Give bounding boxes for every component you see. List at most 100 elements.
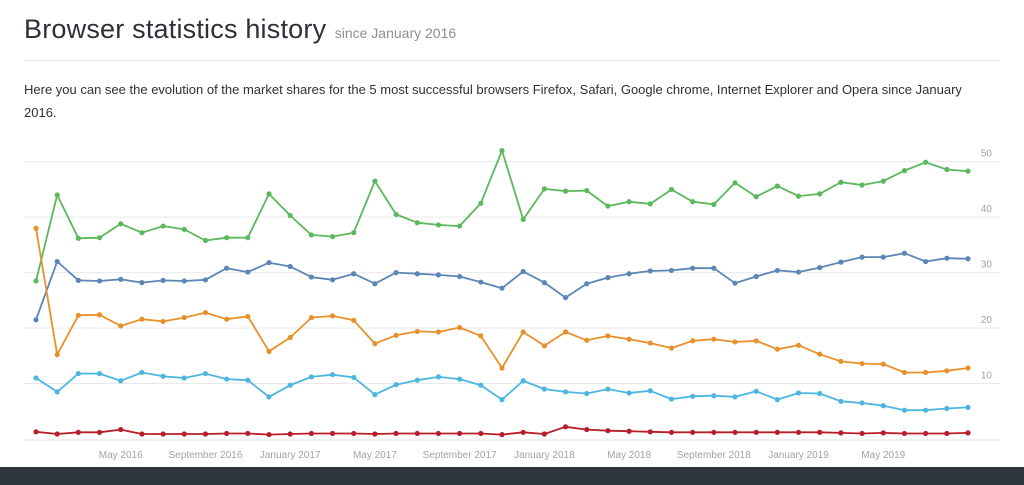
data-point-firefox [859,254,865,260]
data-point-opera [520,429,526,435]
data-point-firefox [520,268,526,275]
data-point-ie [393,382,399,388]
data-point-firefox [965,256,971,262]
data-point-chrome [160,223,166,229]
data-point-firefox [753,273,759,280]
x-tick-label: January 2019 [768,450,829,461]
series-line-chrome [35,149,969,282]
data-point-ie [944,405,950,412]
series-ie [33,369,971,413]
data-point-safari [181,314,187,321]
data-point-firefox [308,274,314,280]
data-point-ie [160,373,166,379]
data-point-ie [499,397,505,403]
data-point-ie [287,382,293,388]
data-point-opera [351,430,357,437]
data-point-ie [329,372,336,378]
data-point-safari [393,332,399,338]
data-point-firefox [880,254,886,260]
x-tick-label: September 2016 [168,450,242,461]
data-point-opera [647,429,653,435]
data-point-opera [54,431,60,437]
data-point-safari [372,341,378,347]
data-point-safari [520,329,526,335]
data-point-firefox [732,280,738,286]
data-point-ie [245,377,251,383]
data-point-chrome [393,211,399,218]
data-point-firefox [647,268,653,274]
x-tick-label: May 2017 [353,450,397,461]
data-point-chrome [457,223,463,229]
data-point-chrome [75,235,81,241]
data-point-chrome [838,179,844,185]
data-point-opera [562,424,569,430]
data-point-firefox [54,258,60,265]
data-point-chrome [224,235,230,241]
data-point-opera [160,431,166,437]
data-point-opera [118,426,124,433]
data-point-ie [817,390,823,397]
data-point-opera [605,428,611,434]
data-point-firefox [160,277,166,283]
data-point-opera [266,431,272,438]
x-tick-label: January 2018 [514,450,575,461]
data-point-chrome [54,192,60,198]
data-point-ie [308,374,314,380]
data-point-opera [753,429,759,435]
data-point-chrome [647,201,653,207]
data-point-chrome [901,168,908,174]
y-tick-label: 50 [981,149,993,160]
data-point-chrome [435,222,442,228]
data-point-safari [435,329,442,335]
data-point-chrome [414,220,420,226]
data-point-chrome [541,186,547,192]
data-point-chrome [372,178,378,184]
data-point-opera [795,429,802,435]
data-point-opera [817,429,823,435]
data-point-firefox [690,265,696,271]
data-point-safari [923,369,929,376]
data-point-opera [393,430,399,437]
series-safari [33,225,971,376]
page-header: Browser statistics history since January… [24,14,1000,61]
data-point-ie [774,397,780,403]
page-title: Browser statistics history [24,14,327,44]
data-point-chrome [329,233,336,240]
data-point-safari [901,369,908,376]
data-point-firefox [351,271,357,277]
data-point-firefox [944,255,950,261]
data-point-chrome [774,183,780,189]
data-point-firefox [181,278,187,284]
data-point-ie [139,369,145,376]
data-point-opera [457,430,463,437]
data-point-safari [774,346,780,352]
data-point-firefox [372,281,378,287]
data-point-safari [96,312,103,318]
data-point-chrome [690,199,696,205]
data-point-firefox [329,277,336,283]
data-point-ie [859,400,865,406]
data-point-safari [329,313,336,319]
data-point-firefox [266,260,272,266]
data-point-ie [838,398,844,404]
data-point-ie [795,390,802,396]
data-point-ie [668,396,675,402]
data-point-firefox [562,294,569,301]
data-point-opera [372,431,378,437]
data-point-firefox [499,285,505,291]
data-point-opera [287,431,293,437]
data-point-chrome [626,199,632,205]
data-point-opera [901,430,908,437]
data-point-safari [245,313,251,320]
data-point-opera [308,430,314,437]
data-point-safari [54,352,60,358]
data-point-chrome [584,187,590,194]
data-point-safari [690,338,696,344]
data-point-safari [457,324,463,331]
data-point-firefox [435,272,442,278]
data-point-safari [541,343,547,349]
data-point-ie [372,392,378,398]
data-point-firefox [96,278,103,284]
data-point-firefox [901,250,908,256]
data-point-chrome [605,203,611,209]
